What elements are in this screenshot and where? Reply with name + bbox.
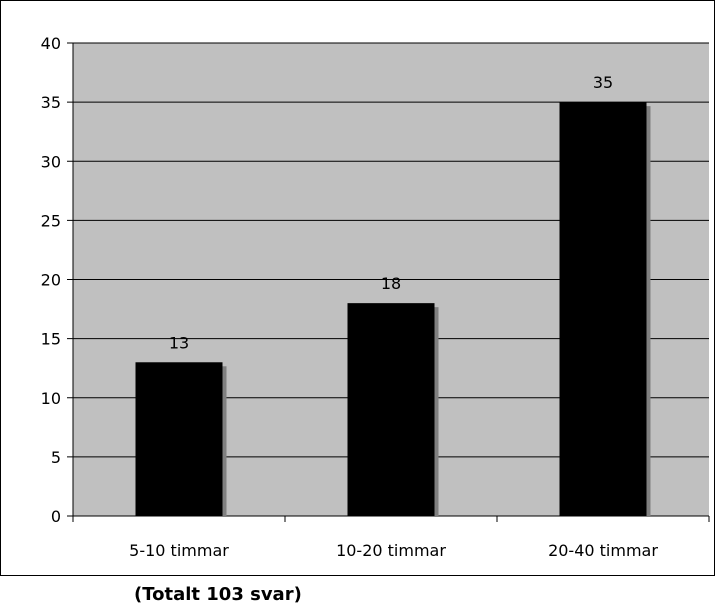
- y-tick-label: 10: [41, 389, 61, 408]
- chart-frame: 0 5 10 15 20 25 30 35 40 13 5-10 timmar 18 10-20 tim…: [0, 0, 715, 576]
- x-tick-label: 20-40 timmar: [548, 541, 658, 560]
- y-tick-label: 40: [41, 34, 61, 53]
- bar: [347, 303, 435, 516]
- x-tick-label: 5-10 timmar: [129, 541, 229, 560]
- bar: [559, 102, 647, 516]
- footnote: (Totalt 103 svar): [134, 584, 302, 605]
- data-label: 18: [381, 274, 401, 293]
- y-tick-label: 25: [41, 211, 61, 230]
- data-label: 35: [593, 73, 613, 92]
- y-tick-label: 15: [41, 330, 61, 349]
- y-tick-label: 35: [41, 93, 61, 112]
- bar: [135, 362, 223, 516]
- bar-chart: 0 5 10 15 20 25 30 35 40 13 5-10 timmar 18 10-20 tim…: [41, 34, 710, 560]
- y-tick-label: 0: [51, 507, 61, 526]
- y-tick-label: 5: [51, 448, 61, 467]
- y-tick-label: 30: [41, 152, 61, 171]
- data-label: 13: [169, 333, 189, 352]
- x-tick-label: 10-20 timmar: [336, 541, 446, 560]
- y-tick-label: 20: [41, 271, 61, 290]
